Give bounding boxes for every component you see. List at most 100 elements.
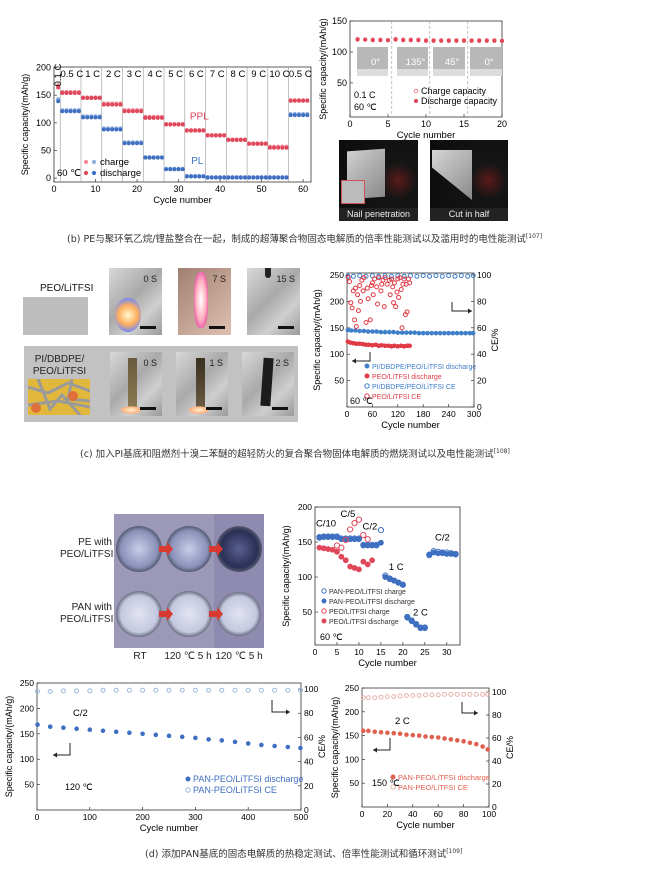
- series-0-point: [454, 330, 460, 336]
- col-rt-label: RT: [133, 651, 147, 662]
- ppl-discharge-point: [218, 133, 223, 138]
- series-1-point: [407, 343, 412, 349]
- series-3-point: [370, 292, 376, 298]
- series-0-point: [193, 735, 198, 741]
- burn-photo-pi-0s: 0 S: [110, 352, 162, 416]
- series-0-point: [420, 330, 426, 336]
- series-1-point: [423, 38, 428, 43]
- scale-bar: [278, 326, 294, 329]
- y-axis-label: Specific capacity/(mAh/g): [312, 289, 322, 391]
- series-0-point: [35, 722, 40, 727]
- series-3-point: [384, 281, 390, 287]
- series-1-point: [403, 692, 409, 698]
- legend-marker: [91, 159, 97, 165]
- series-2-point: [401, 273, 407, 279]
- series-3-point: [374, 284, 380, 290]
- series-3-point: [357, 283, 363, 289]
- series-0-point: [391, 329, 396, 335]
- series-3-point: [394, 289, 400, 295]
- series-3-point: [334, 548, 340, 555]
- series-0-point: [473, 741, 479, 747]
- legend-label: PI/DBDPE/PEO/LiTFSI discharge: [372, 364, 476, 371]
- series-0-point: [408, 330, 413, 335]
- arrowhead-icon: [373, 747, 377, 753]
- series-0-point: [429, 330, 434, 336]
- series-1-point: [439, 38, 444, 43]
- ppl-discharge-point: [209, 133, 214, 138]
- y2-tick-label: 80: [492, 710, 502, 720]
- series-1-point: [454, 691, 460, 697]
- series-0-point: [357, 328, 363, 334]
- scale-bar: [206, 407, 222, 410]
- series-1-point: [480, 691, 486, 697]
- series-1-point: [363, 37, 368, 42]
- series-3-point: [382, 275, 388, 281]
- ppl-discharge-point: [272, 145, 277, 150]
- series-0-point: [74, 726, 79, 732]
- pl-discharge-point: [168, 167, 173, 172]
- series-3-point: [398, 287, 404, 293]
- caption-c-ref: [108]: [493, 447, 510, 455]
- series-0-point: [442, 330, 447, 336]
- y-tick-label: 100: [330, 349, 344, 359]
- series-1-point: [469, 38, 474, 43]
- x-tick-label: 30: [442, 647, 452, 657]
- rate-label: 4 C: [147, 69, 162, 80]
- caption-d-text: (d) 添加PAN基底的固态电解质的热稳定测试、倍率性能测试和循环测试: [145, 849, 447, 860]
- series-0-point: [348, 328, 354, 333]
- series-1-point: [74, 688, 80, 694]
- series-2-point: [446, 273, 452, 279]
- series-2-point: [350, 273, 356, 279]
- series-0-point: [272, 743, 277, 749]
- rate-label: 2 C: [395, 716, 410, 727]
- pl-discharge-point: [72, 109, 77, 114]
- series-3-point: [401, 276, 407, 282]
- series-0-point: [470, 330, 476, 336]
- series-1-point: [384, 694, 390, 700]
- series-3-point: [348, 300, 354, 306]
- x-tick-label: 0: [35, 812, 40, 822]
- pl-discharge-point: [230, 175, 235, 180]
- time-label: 0 S: [143, 358, 157, 368]
- pl-discharge-point: [193, 174, 198, 179]
- rate-label: 2 C: [413, 608, 428, 619]
- y-tick-label: 200: [36, 63, 51, 73]
- series-1-point: [477, 38, 482, 43]
- legend-label: Discharge capacity: [421, 96, 498, 106]
- ppl-discharge-point: [201, 128, 206, 133]
- series-0-point: [433, 330, 439, 336]
- ppl-discharge-point: [288, 98, 293, 103]
- x-tick-label: 50: [257, 184, 267, 194]
- x-axis-label: Cycle number: [358, 658, 417, 669]
- ppl-discharge-point: [205, 133, 210, 138]
- ppl-discharge-point: [230, 137, 235, 142]
- ppl-discharge-point: [180, 122, 185, 127]
- series-1-point: [385, 38, 390, 43]
- series-1-point: [179, 687, 185, 693]
- pl-discharge-point: [147, 155, 152, 160]
- series-0-point: [179, 734, 185, 740]
- rate-label: 0.5 C: [289, 69, 312, 80]
- pl-discharge-point: [226, 175, 231, 180]
- series-3-point: [388, 276, 394, 282]
- y2-axis-label: CE/%: [505, 736, 515, 759]
- y2-tick-label: 20: [477, 376, 487, 386]
- pi-dbdpe-label-line2: PEO/LiTFSI: [32, 366, 87, 377]
- series-2-point: [347, 526, 354, 533]
- series-0-point: [458, 330, 464, 336]
- temperature-label: 150 ℃: [372, 778, 400, 788]
- legend-label: PEO/LiTFSI charge: [329, 609, 390, 616]
- series-2-point: [439, 273, 445, 279]
- bend-angle-label: 45°: [445, 57, 460, 68]
- x-tick-label: 100: [482, 809, 496, 819]
- temperature-label: 60 ℃: [354, 102, 377, 112]
- series-1-point: [461, 38, 466, 43]
- series-3-point: [372, 276, 378, 282]
- series-3-point: [365, 296, 371, 302]
- series-1-point: [393, 37, 398, 42]
- time-label: 15 S: [276, 274, 295, 284]
- series-0-point: [450, 330, 456, 336]
- series-0-point: [245, 741, 251, 746]
- y2-tick-label: 20: [492, 779, 502, 789]
- pl-discharge-point: [259, 175, 264, 180]
